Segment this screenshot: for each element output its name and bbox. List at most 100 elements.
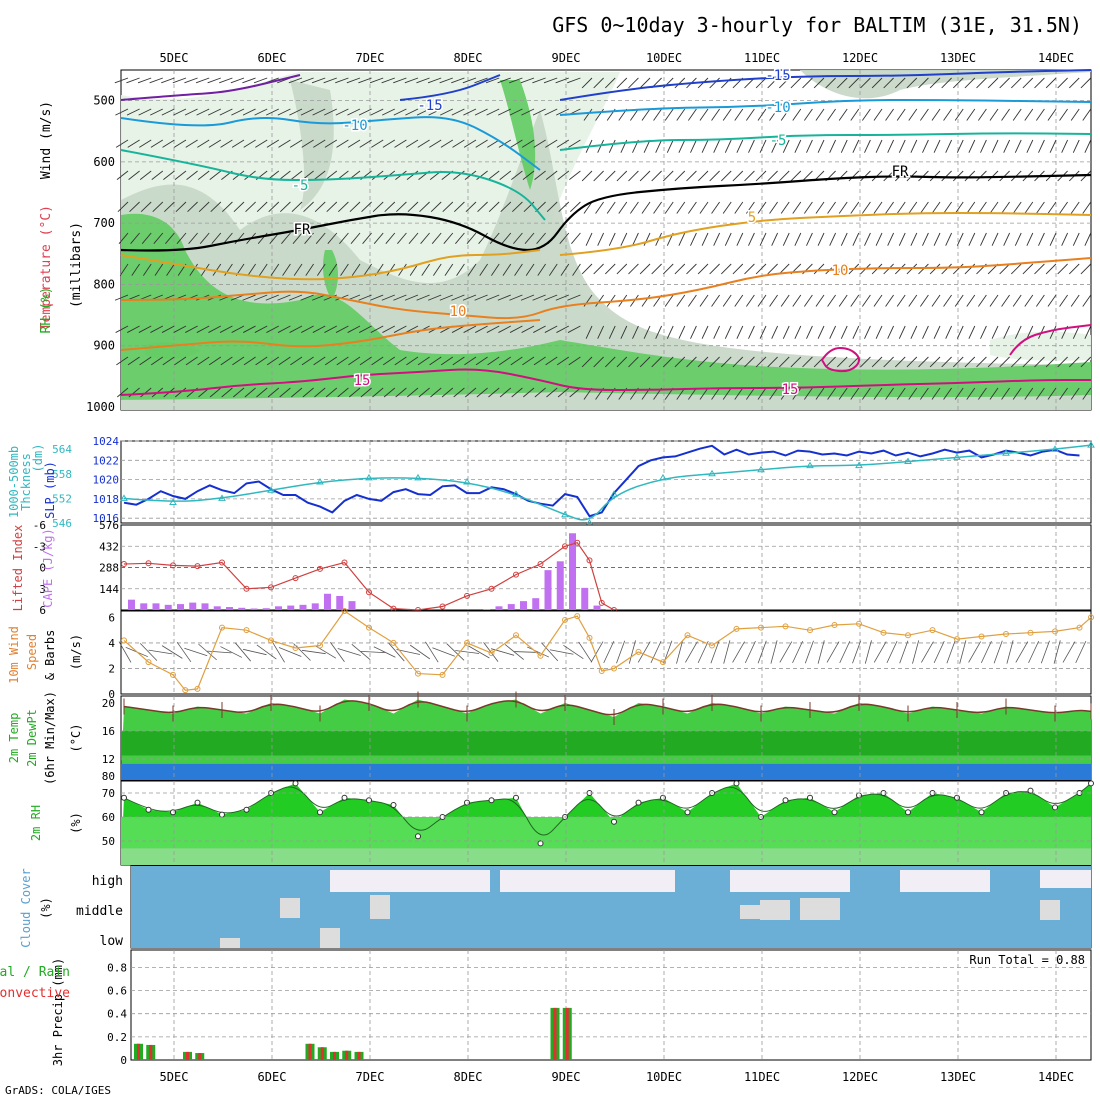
- wind-barb: [141, 232, 152, 245]
- wind-barb: [115, 325, 129, 333]
- wind-barb: [569, 387, 581, 398]
- rh-axis: 70 60 50: [102, 787, 115, 848]
- wind-barb: [187, 201, 198, 213]
- wind-barb: [231, 108, 245, 116]
- wind-barb: [943, 387, 952, 400]
- wind-barb: [568, 356, 581, 366]
- precip-ylabel-a: 3hr Precip (mm): [51, 958, 65, 1066]
- wind-barb: [502, 263, 512, 276]
- wind-barb: [1014, 325, 1022, 339]
- wind-barb: [430, 387, 442, 398]
- wind-barb: [545, 170, 558, 180]
- wind-barb: [964, 77, 976, 89]
- wind-barb: [732, 356, 744, 368]
- wind-barb: [161, 108, 175, 116]
- wind-barb: [862, 201, 871, 214]
- wind-barb: [398, 263, 407, 276]
- surface-barb: [388, 642, 405, 662]
- wind-barb: [161, 77, 175, 84]
- wind-barb: [278, 139, 291, 148]
- wind-barb: [838, 201, 848, 214]
- footer-credit: GrADS: COLA/IGES: [5, 1084, 111, 1097]
- wind-barb: [224, 263, 233, 276]
- wind-speed-point: [513, 632, 519, 639]
- wind-barb: [316, 263, 326, 276]
- wind-barb: [825, 356, 836, 368]
- wind-barb: [595, 201, 604, 214]
- wind-barb: [546, 201, 558, 213]
- surface-barb: [921, 641, 934, 663]
- temp-grid: [121, 696, 1091, 780]
- wind-barb: [404, 77, 419, 84]
- wind-barb: [311, 77, 326, 84]
- wind-barb: [817, 325, 825, 339]
- wind-barb: [231, 139, 245, 148]
- wind-barb: [340, 263, 349, 276]
- wind-barb: [782, 325, 790, 339]
- wind-barb: [544, 108, 558, 116]
- rh-ylabel-b: (%): [69, 812, 83, 834]
- wind-barb: [456, 263, 465, 276]
- wind-speed-point: [1003, 630, 1009, 637]
- lifted-point: [194, 563, 201, 570]
- wind-barb: [1059, 108, 1068, 121]
- wind-barb: [978, 387, 987, 400]
- wind-barb: [643, 325, 651, 339]
- wind-barb: [558, 201, 570, 213]
- wind-barb: [1082, 108, 1092, 121]
- wind-barb: [347, 108, 361, 116]
- wind-barb: [966, 294, 976, 307]
- wind-barb: [771, 325, 779, 339]
- wind-barb: [572, 263, 581, 276]
- wind-barb: [933, 139, 941, 153]
- wind-barb: [242, 77, 256, 84]
- wind-barb: [1049, 232, 1057, 246]
- wind-barb: [792, 294, 802, 307]
- wind-barb: [628, 356, 639, 368]
- wind-barb: [956, 139, 964, 153]
- wind-barb: [279, 387, 291, 398]
- wind-barb: [1047, 108, 1057, 121]
- cape-tick: 432: [99, 540, 119, 553]
- wind-speed-point: [660, 659, 666, 666]
- wind-barb: [883, 356, 894, 368]
- wind-barb: [1080, 77, 1092, 89]
- wind-barb: [347, 139, 361, 148]
- cape-bar: [348, 601, 356, 610]
- wind-barb: [920, 387, 929, 400]
- surface-barb: [490, 648, 515, 656]
- wind-panel-frame: [120, 610, 1092, 695]
- wind-barb: [1001, 387, 1010, 400]
- wind-barb: [929, 356, 941, 368]
- wind-barb: [314, 387, 326, 398]
- wind-barb: [630, 201, 639, 214]
- wind-barb: [1068, 77, 1080, 89]
- surface-barb: [293, 643, 311, 661]
- wind-barb: [416, 294, 430, 301]
- wind-barb: [173, 139, 187, 148]
- wind-barb: [771, 232, 779, 246]
- wind-barb: [521, 139, 535, 148]
- precip-conv-bar: [137, 1043, 140, 1060]
- surface-barb: [396, 649, 421, 655]
- wind-barb: [381, 294, 395, 301]
- surface-barb: [514, 651, 539, 653]
- wind-barb: [485, 77, 500, 84]
- wind-barb: [463, 108, 477, 116]
- wind-barb: [440, 356, 454, 366]
- wind-barb: [463, 139, 477, 148]
- wind-barb: [581, 170, 593, 182]
- wind-barb: [139, 356, 152, 366]
- wind-barb: [767, 356, 778, 368]
- wind-barb: [232, 356, 245, 366]
- wind-barb: [534, 387, 546, 398]
- wind-barb: [282, 263, 291, 276]
- wind-barb: [688, 108, 697, 121]
- wind-barb: [486, 325, 500, 333]
- wind-barb: [701, 325, 709, 339]
- wind-barb: [315, 232, 326, 245]
- wind-barb: [632, 232, 639, 246]
- cape-bars: [128, 533, 613, 610]
- wind-barb: [701, 232, 709, 246]
- run-total: Run Total = 0.88: [969, 953, 1085, 967]
